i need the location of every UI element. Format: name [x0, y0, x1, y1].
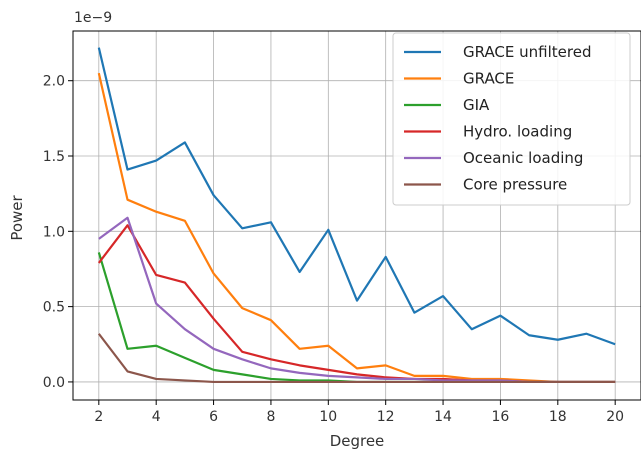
- x-tick-label: 18: [549, 409, 567, 425]
- x-tick-label: 20: [606, 409, 624, 425]
- y-tick-label: 1.5: [43, 149, 65, 165]
- y-tick-label: 0.5: [43, 300, 65, 316]
- plot-frame: [72, 30, 641, 401]
- legend-items: GRACE unfiltered GRACE GIA Hydro. loading Oc…: [404, 43, 591, 194]
- legend-label-grace-unfiltered: GRACE unfiltered: [463, 43, 591, 61]
- y-tick-label: 1.0: [43, 224, 65, 240]
- y-tick-label: 0.0: [43, 375, 65, 391]
- legend-label-hydro-loading: Hydro. loading: [463, 123, 572, 141]
- y-axis-label: Power: [8, 194, 26, 240]
- series-lines: [97, 47, 616, 384]
- legend-label-gia: GIA: [463, 96, 490, 114]
- y-offset-label: 1e−9: [74, 10, 112, 26]
- x-tick-label: 14: [434, 409, 452, 425]
- x-tick-label: 6: [209, 409, 218, 425]
- series-line-core-pressure: [97, 333, 616, 384]
- x-tick-label: 16: [492, 409, 510, 425]
- legend-label-core-pressure: Core pressure: [463, 176, 567, 194]
- series-line-grace-unfiltered: [97, 47, 616, 346]
- x-tick-label: 8: [266, 409, 275, 425]
- series-line-grace: [97, 72, 616, 384]
- legend-box: [392, 32, 631, 206]
- x-tick-label: 4: [152, 409, 161, 425]
- x-tick-label: 10: [319, 409, 337, 425]
- x-axis-label: Degree: [330, 432, 385, 450]
- x-tick-label: 2: [94, 409, 103, 425]
- x-tick-label: 12: [377, 409, 395, 425]
- legend: GRACE unfiltered GRACE GIA Hydro. loading Oc…: [392, 32, 631, 206]
- legend-label-grace: GRACE: [463, 70, 514, 88]
- y-tick-label: 2.0: [43, 74, 65, 90]
- legend-label-oceanic-loading: Oceanic loading: [463, 149, 583, 167]
- axis-ticks: 2 4 6 8 10 12 14 16 18 20 0.0 0.5 1.0 1.5 2.0: [43, 74, 624, 425]
